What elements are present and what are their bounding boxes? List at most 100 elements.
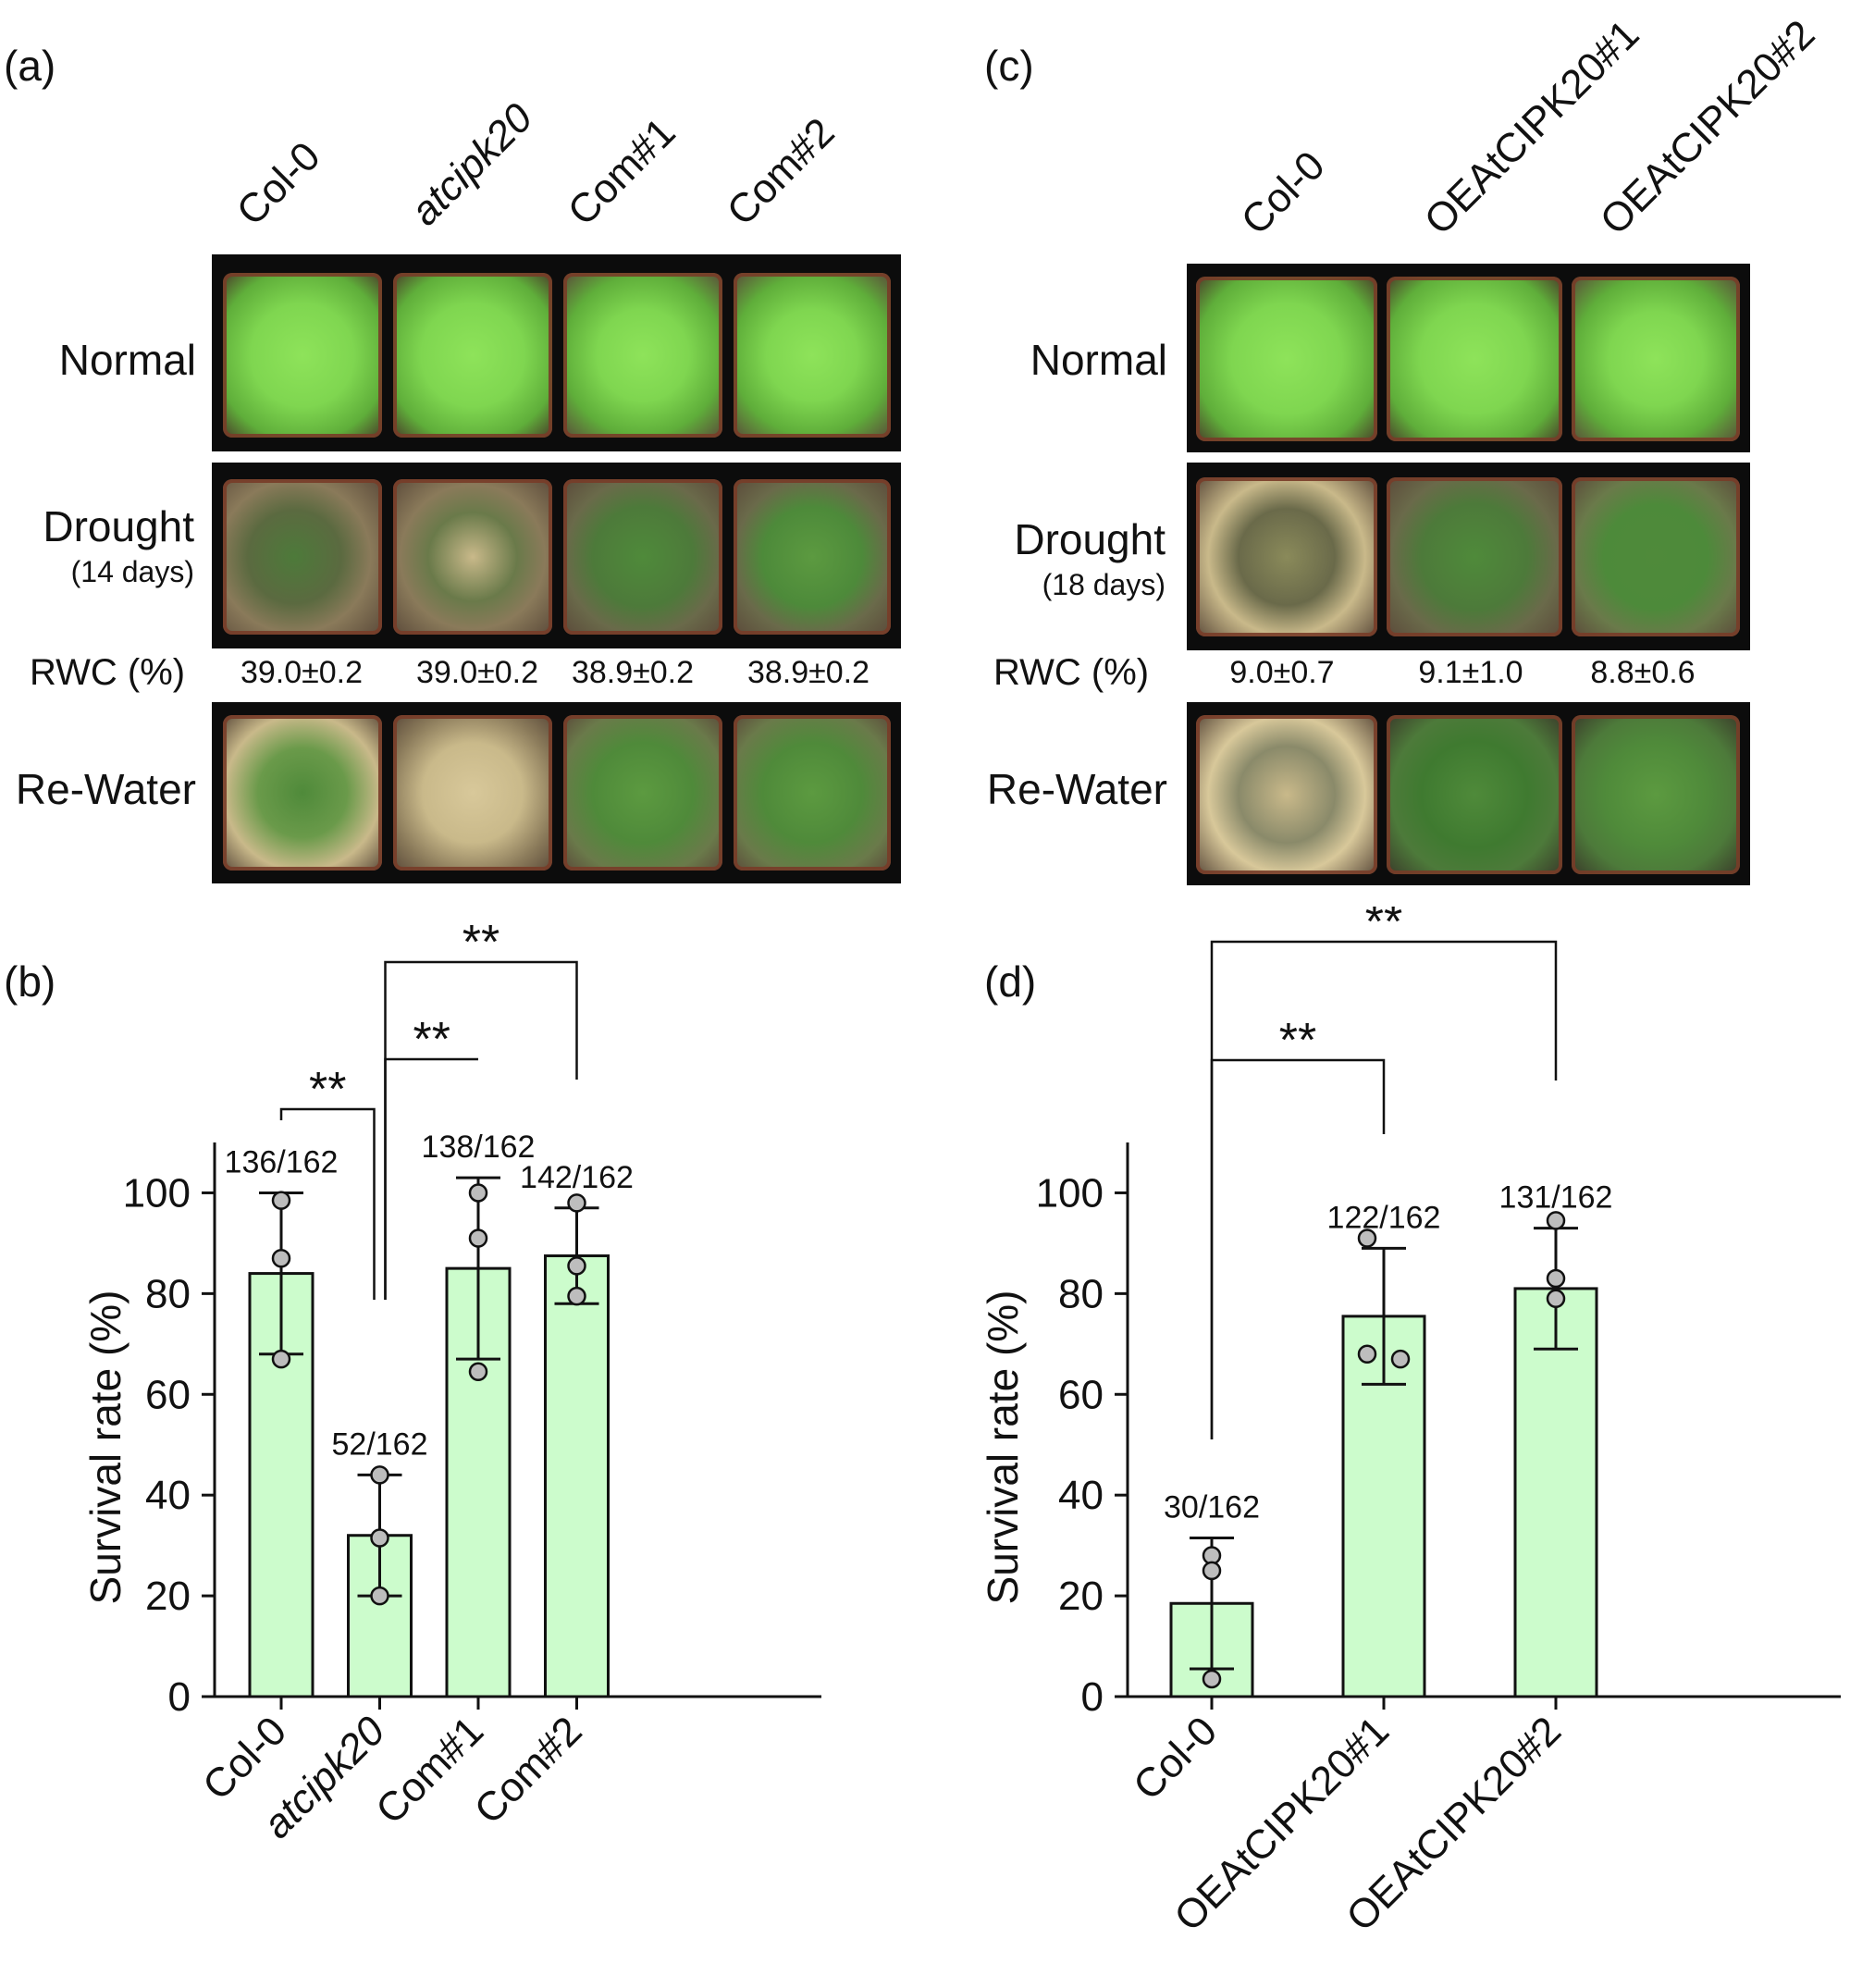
pot-oe1-normal-c — [1387, 277, 1562, 441]
pot-col0-normal-c — [1196, 277, 1377, 441]
pot-col0-drought — [223, 479, 382, 635]
pot-oe2-normal-c — [1572, 277, 1740, 441]
panel-label-b: (b) — [4, 957, 56, 1006]
rwc-label-a: RWC (%) — [30, 652, 186, 693]
data-point — [468, 1183, 488, 1203]
count-annotation: 136/162 — [225, 1144, 339, 1179]
data-point — [468, 1362, 488, 1382]
y-tick-label: 100 — [123, 1170, 191, 1216]
data-point — [1546, 1268, 1566, 1289]
pot-atcipk20-drought — [393, 479, 552, 635]
genotype-label-col0-c: Col-0 — [1232, 142, 1334, 244]
rwc-value-com1-a: 38.9±0.2 — [571, 655, 695, 690]
pot-col0-rewater — [223, 715, 382, 871]
data-point — [370, 1465, 389, 1485]
data-point — [1357, 1344, 1377, 1364]
significance-label: ** — [1365, 907, 1402, 949]
genotype-label-com1-a: Com#1 — [559, 109, 684, 235]
count-annotation: 131/162 — [1499, 1180, 1613, 1216]
pot-col0-drought-c — [1196, 477, 1377, 636]
data-point — [1546, 1211, 1566, 1230]
y-tick-label: 20 — [145, 1574, 191, 1619]
bar — [544, 1254, 610, 1698]
data-point — [370, 1528, 389, 1548]
genotype-label-col0-a: Col-0 — [228, 133, 329, 235]
pot-atcipk20-normal — [393, 273, 552, 438]
pot-com2-normal — [734, 273, 891, 438]
rwc-value-oe2-c: 8.8±0.6 — [1590, 655, 1696, 690]
rwc-value-col0-c: 9.0±0.7 — [1229, 655, 1335, 690]
data-point — [370, 1586, 389, 1606]
significance-label: ** — [309, 1063, 346, 1117]
significance-bracket — [279, 1107, 376, 1300]
photo-strip-drought-c — [1187, 463, 1750, 650]
data-point — [271, 1191, 291, 1210]
data-point — [567, 1193, 586, 1213]
genotype-label-atcipk20-a: atcipk20 — [401, 94, 542, 235]
pot-com2-drought — [734, 479, 891, 635]
y-tick-label: 40 — [1058, 1473, 1104, 1518]
data-point — [567, 1256, 586, 1276]
pot-oe2-rewater-c — [1572, 715, 1740, 874]
row-label-drought-c: Drought — [1014, 515, 1166, 563]
data-point — [567, 1286, 586, 1306]
row-label-drought-a: Drought — [43, 502, 194, 550]
significance-bracket — [384, 1057, 478, 1300]
pot-com1-rewater — [563, 715, 722, 871]
rwc-value-atcipk20-a: 39.0±0.2 — [415, 655, 539, 690]
y-tick-label: 40 — [145, 1473, 191, 1518]
data-point — [271, 1248, 291, 1268]
data-point — [1357, 1229, 1377, 1248]
pot-com1-normal — [563, 273, 722, 438]
row-label-normal-a: Normal — [58, 336, 196, 384]
data-point — [271, 1349, 291, 1369]
x-tick-label: Com#2 — [466, 1708, 591, 1833]
y-tick-label: 0 — [1081, 1674, 1104, 1720]
row-label-rewater-a: Re-Water — [15, 765, 196, 813]
count-annotation: 122/162 — [1327, 1200, 1441, 1235]
data-point — [1390, 1349, 1411, 1369]
x-tick-label: Com#1 — [367, 1708, 492, 1833]
count-annotation: 30/162 — [1164, 1489, 1260, 1525]
rwc-value-oe1-c: 9.1±1.0 — [1418, 655, 1523, 690]
genotype-label-com2-a: Com#2 — [718, 109, 844, 235]
pot-com1-drought — [563, 479, 722, 635]
pot-col0-normal — [223, 273, 382, 438]
data-point — [1202, 1561, 1222, 1581]
rwc-value-col0-a: 39.0±0.2 — [240, 655, 364, 690]
row-label-rewater-c: Re-Water — [986, 765, 1167, 813]
y-tick-label: 0 — [168, 1674, 191, 1720]
photo-strip-rewater-c — [1187, 702, 1750, 885]
y-axis-label: Survival rate (%) — [81, 1290, 130, 1605]
row-label-normal-c: Normal — [1030, 336, 1167, 384]
y-tick-label: 20 — [1058, 1574, 1104, 1619]
rwc-value-com2-a: 38.9±0.2 — [746, 655, 870, 690]
significance-label: ** — [1279, 1014, 1316, 1068]
photo-strip-normal-a — [212, 254, 901, 451]
panel-label-c: (c) — [984, 42, 1034, 90]
rwc-label-c: RWC (%) — [993, 652, 1150, 693]
pot-oe1-drought-c — [1387, 477, 1562, 636]
y-tick-label: 100 — [1036, 1170, 1104, 1216]
panel-label-a: (a) — [4, 42, 56, 90]
y-tick-label: 80 — [1058, 1271, 1104, 1316]
y-axis-label: Survival rate (%) — [979, 1290, 1027, 1605]
y-tick-label: 80 — [145, 1271, 191, 1316]
count-annotation: 142/162 — [520, 1160, 634, 1195]
data-point — [1202, 1669, 1222, 1689]
count-annotation: 138/162 — [422, 1130, 536, 1165]
pot-com2-rewater — [734, 715, 891, 871]
significance-label: ** — [462, 916, 500, 969]
pot-oe2-drought-c — [1572, 477, 1740, 636]
photo-strip-rewater-a — [212, 702, 901, 883]
y-tick-label: 60 — [145, 1372, 191, 1417]
row-label-drought-days-a: (14 days) — [70, 555, 194, 588]
row-label-drought-days-c: (18 days) — [1042, 568, 1166, 601]
significance-bracket — [384, 960, 578, 1300]
data-point — [468, 1229, 488, 1248]
bar — [1513, 1287, 1598, 1698]
significance-label: ** — [413, 1013, 450, 1067]
panel-label-d: (d) — [984, 957, 1037, 1006]
photo-strip-normal-c — [1187, 264, 1750, 452]
